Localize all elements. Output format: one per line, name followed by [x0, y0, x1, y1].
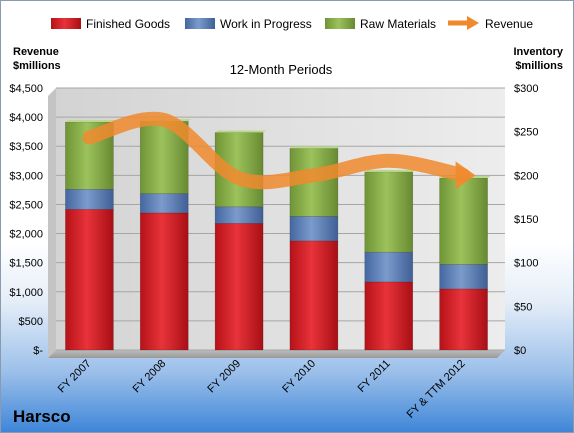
bar-top-face [65, 120, 117, 123]
left-axis-tick-label: $- [33, 345, 43, 357]
company-name: Harsco [13, 407, 71, 426]
left-axis-tick-label: $4,500 [9, 83, 43, 95]
left-axis-tick-label: $3,500 [9, 141, 43, 153]
legend-swatch-revenue-arrow [448, 16, 479, 30]
bar-segment-raw-materials [364, 171, 414, 253]
left-axis-tick-label: $2,500 [9, 199, 43, 211]
right-axis-tick-label: $0 [514, 345, 526, 357]
left-axis-title-line1: Revenue [13, 46, 59, 58]
right-axis-title-line1: Inventory [513, 46, 563, 58]
left-axis-tick-label: $500 [19, 316, 43, 328]
x-axis-tick-label: FY 2009 [205, 358, 243, 396]
revenue-arrowhead [455, 161, 476, 190]
bar-segment-finished-goods [439, 288, 488, 351]
revenue-line-series [82, 111, 476, 190]
right-axis-tick-label: $250 [514, 127, 538, 139]
right-axis-tick-label: $50 [514, 301, 532, 313]
bar-segment-finished-goods [139, 212, 189, 351]
x-axis-tick-label: FY & TTM 2012 [405, 358, 468, 421]
bar-segment-work-in-progress [139, 193, 189, 214]
plot-floor [48, 350, 505, 358]
x-axis-tick-label: FY 2007 [56, 358, 94, 396]
legend-label-finished-goods: Finished Goods [86, 17, 170, 31]
bar-top-face [215, 130, 267, 133]
bar-segment-work-in-progress [364, 251, 414, 283]
legend-swatch-finished-goods [51, 18, 81, 29]
x-axis-tick-label: FY 2011 [356, 358, 393, 395]
x-axis-ticks: FY 2007 FY 2008 FY 2009 FY 2010 FY 2011 FY & … [56, 358, 468, 421]
x-axis-tick-label: FY 2010 [280, 358, 318, 396]
bar-segment-finished-goods [214, 223, 264, 351]
bar-segment-raw-materials [439, 177, 488, 265]
legend-label-work-in-progress: Work in Progress [220, 17, 312, 31]
bar-series [65, 119, 491, 351]
chart-title: 12-Month Periods [230, 62, 333, 77]
left-axis-tick-label: $4,000 [9, 112, 43, 124]
bar-top-face [289, 146, 341, 149]
left-axis-tick-label: $1,000 [9, 287, 43, 299]
legend-swatch-work-in-progress [185, 18, 215, 29]
bar-segment-finished-goods [65, 209, 114, 351]
left-axis-tick-label: $1,500 [9, 258, 43, 270]
left-axis-tick-label: $2,000 [9, 229, 43, 241]
plot-side-wall [48, 88, 56, 358]
bar-segment-work-in-progress [65, 189, 114, 210]
plot-area [48, 88, 505, 358]
legend-swatch-raw-materials [325, 18, 355, 29]
right-axis-tick-label: $150 [514, 214, 538, 226]
right-axis-tick-label: $200 [514, 170, 538, 182]
bar-segment-finished-goods [289, 240, 339, 351]
left-axis-ticks: $- $500 $1,000 $1,500 $2,000 $2,500 $3,000 $3,5… [9, 83, 43, 357]
bar-segment-finished-goods [364, 281, 414, 351]
plot-back-wall [56, 88, 505, 350]
right-axis-title-line2: $millions [515, 60, 563, 72]
right-axis-ticks: $0 $50 $100 $150 $200 $250 $300 [514, 83, 538, 357]
right-axis-tick-label: $100 [514, 258, 538, 270]
right-axis-tick-label: $300 [514, 83, 538, 95]
left-axis-title-line2: $millions [13, 60, 61, 72]
revenue-line [82, 111, 471, 190]
bar-segment-work-in-progress [214, 206, 264, 224]
bar-top-face [364, 169, 416, 172]
legend: Finished Goods Work in Progress Raw Mate… [51, 16, 533, 31]
bar-segment-work-in-progress [439, 264, 488, 290]
x-axis-tick-label: FY 2008 [131, 358, 169, 396]
bar-segment-work-in-progress [289, 216, 339, 242]
legend-label-raw-materials: Raw Materials [360, 17, 436, 31]
legend-label-revenue: Revenue [485, 17, 533, 31]
left-axis-tick-label: $3,000 [9, 170, 43, 182]
